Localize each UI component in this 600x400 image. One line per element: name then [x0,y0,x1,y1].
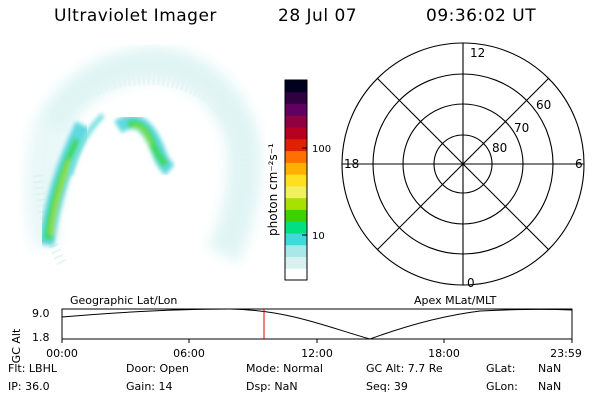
auroral-arc-mid [67,113,105,176]
auroral-image [24,47,262,268]
colorbar-swatch [285,244,307,257]
ip-info: IP: 36.0 [8,380,50,393]
mlat-label-60: 60 [536,98,551,112]
orbit-ytick-9: 9.0 [32,307,50,320]
orbit-ylabel: GC Alt [10,328,23,363]
colorbar-unit-label: photon cm⁻²s⁻¹ [266,143,280,236]
glon-label: GLon: [486,380,518,393]
gcalt-info: GC Alt: 7.7 Re [366,362,443,375]
colorbar-swatch [285,256,307,269]
mlt-label-0: 0 [467,276,475,290]
colorbar-swatch [285,174,307,187]
colorbar-swatch [285,127,307,140]
orbit-altitude-curve [61,308,573,340]
instrument-title: Ultraviolet Imager [54,6,217,26]
colorbar-swatch [285,115,307,128]
filter-info: Flt: LBHL [8,362,57,375]
gain-info: Gain: 14 [126,380,173,393]
colorbar-swatch [285,103,307,116]
dsp-info: Dsp: NaN [246,380,298,393]
colorbar-swatch [285,197,307,210]
observation-time: 09:36:02 UT [426,6,537,26]
mlat-label-70: 70 [514,121,529,135]
colorbar-tick-label: 100 [312,144,331,155]
orbit-xtick-label: 00:00 [46,347,78,360]
colorbar-tick-label: 10 [312,231,325,242]
glat-value: NaN [538,362,562,375]
auroral-arc-right [114,114,175,176]
polar-plot: 12 18 6 0 60 70 80 [341,42,585,290]
seq-info: Seq: 39 [366,380,408,393]
mlt-label-6: 6 [575,157,583,171]
colorbar: 100 10 photon cm⁻²s⁻¹ [266,79,331,281]
orbit-ytick-1.8: 1.8 [32,331,50,344]
mlt-label-12: 12 [470,46,485,60]
orbit-left-title: Geographic Lat/Lon [70,294,178,307]
observation-date: 28 Jul 07 [278,6,358,26]
orbit-frame [61,308,573,340]
orbit-xtick-label: 18:00 [428,347,460,360]
colorbar-swatch [285,221,307,234]
orbit-xtick-label: 06:00 [173,347,205,360]
colorbar-swatch [285,185,307,199]
mlat-label-80: 80 [492,141,507,155]
glon-value: NaN [538,380,562,393]
auroral-arc-left [38,121,91,247]
colorbar-swatch [285,268,307,281]
colorbar-tick-100: 100 [302,144,331,155]
orbit-xtick-label: 23:59 [550,347,582,360]
colorbar-swatch [285,91,307,105]
polar-axis-diag2 [377,78,549,250]
orbit-plot: GC Alt 9.0 1.8 00:00 06:00 12:00 18:00 2… [10,307,582,363]
mlt-label-18: 18 [344,157,359,171]
mode-info: Mode: Normal [246,362,323,375]
colorbar-swatch [285,80,307,93]
colorbar-swatch [285,138,307,152]
glat-label: GLat: [486,362,516,375]
colorbar-swatch [285,232,307,246]
colorbar-swatch [285,150,307,163]
door-info: Door: Open [126,362,189,375]
colorbar-swatch [285,162,307,175]
colorbar-tick-10: 10 [302,231,325,242]
orbit-right-title: Apex MLat/MLT [414,294,497,307]
auroral-speckle [33,70,251,268]
orbit-xticks [61,339,573,343]
colorbar-swatches [285,80,307,281]
orbit-xtick-label: 12:00 [301,347,333,360]
colorbar-swatch [285,209,307,222]
